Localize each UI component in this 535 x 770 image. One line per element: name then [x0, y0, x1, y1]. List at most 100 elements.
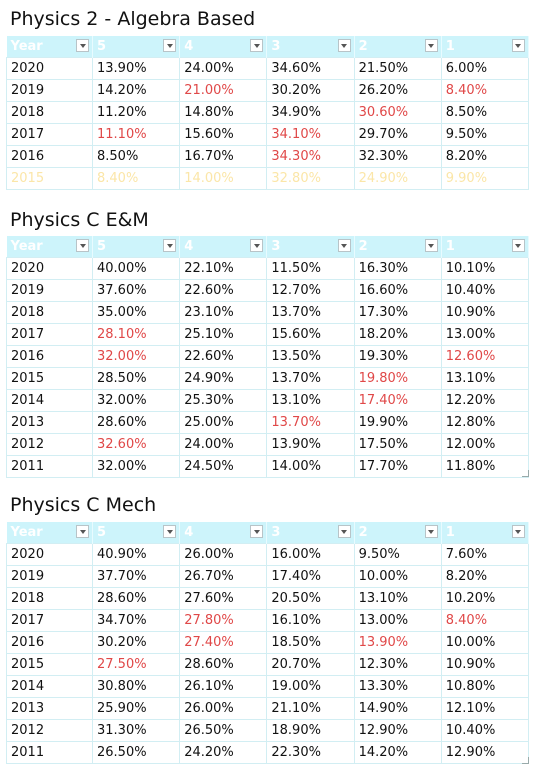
percent-cell[interactable]: 24.90% [179, 367, 268, 390]
percent-cell[interactable]: 21.50% [353, 57, 442, 80]
percent-cell[interactable]: 24.00% [179, 433, 268, 456]
percent-cell[interactable]: 29.70% [353, 123, 442, 146]
chevron-down-icon[interactable] [337, 239, 351, 252]
percent-cell[interactable]: 16.10% [266, 609, 355, 632]
resize-grip-icon[interactable] [522, 757, 529, 764]
percent-cell[interactable]: 27.50% [91, 653, 181, 676]
percent-cell[interactable]: 12.60% [440, 345, 529, 368]
percent-cell[interactable]: 17.30% [353, 301, 442, 324]
percent-cell[interactable]: 8.40% [440, 79, 529, 102]
percent-cell[interactable]: 14.00% [179, 167, 268, 190]
year-cell[interactable]: 2015 [6, 367, 93, 390]
percent-cell[interactable]: 10.10% [440, 257, 529, 280]
percent-cell[interactable]: 12.20% [440, 389, 529, 412]
percent-cell[interactable]: 13.90% [91, 57, 181, 80]
percent-cell[interactable]: 37.70% [91, 565, 181, 588]
percent-cell[interactable]: 26.70% [179, 565, 268, 588]
percent-cell[interactable]: 30.20% [266, 79, 355, 102]
chevron-down-icon[interactable] [337, 525, 351, 538]
percent-cell[interactable]: 12.30% [353, 653, 442, 676]
percent-cell[interactable]: 28.10% [91, 323, 181, 346]
percent-cell[interactable]: 21.00% [179, 79, 268, 102]
percent-cell[interactable]: 17.40% [353, 389, 442, 412]
chevron-down-icon[interactable] [76, 239, 89, 252]
year-cell[interactable]: 2014 [6, 675, 93, 698]
percent-cell[interactable]: 10.20% [440, 587, 529, 610]
percent-cell[interactable]: 32.00% [91, 345, 181, 368]
percent-cell[interactable]: 30.20% [91, 631, 181, 654]
percent-cell[interactable]: 13.70% [266, 411, 355, 434]
chevron-down-icon[interactable] [250, 525, 264, 538]
year-cell[interactable]: 2017 [6, 123, 93, 146]
percent-cell[interactable]: 28.60% [91, 587, 181, 610]
percent-cell[interactable]: 16.00% [266, 543, 355, 566]
percent-cell[interactable]: 19.30% [353, 345, 442, 368]
percent-cell[interactable]: 13.10% [266, 389, 355, 412]
percent-cell[interactable]: 22.10% [179, 257, 268, 280]
year-cell[interactable]: 2016 [6, 345, 93, 368]
percent-cell[interactable]: 26.00% [179, 697, 268, 720]
percent-cell[interactable]: 15.60% [179, 123, 268, 146]
percent-cell[interactable]: 15.60% [266, 323, 355, 346]
percent-cell[interactable]: 24.20% [179, 741, 268, 764]
percent-cell[interactable]: 10.90% [440, 301, 529, 324]
percent-cell[interactable]: 28.60% [179, 653, 268, 676]
percent-cell[interactable]: 16.60% [353, 279, 442, 302]
chevron-down-icon[interactable] [424, 525, 438, 538]
percent-cell[interactable]: 14.20% [353, 741, 442, 764]
percent-cell[interactable]: 9.50% [353, 543, 442, 566]
percent-cell[interactable]: 23.10% [179, 301, 268, 324]
percent-cell[interactable]: 11.20% [91, 101, 181, 124]
year-cell[interactable]: 2013 [6, 411, 93, 434]
percent-cell[interactable]: 27.40% [179, 631, 268, 654]
percent-cell[interactable]: 10.40% [440, 279, 529, 302]
percent-cell[interactable]: 11.80% [440, 455, 529, 478]
percent-cell[interactable]: 17.70% [353, 455, 442, 478]
percent-cell[interactable]: 32.60% [91, 433, 181, 456]
percent-cell[interactable]: 25.10% [179, 323, 268, 346]
percent-cell[interactable]: 18.50% [266, 631, 355, 654]
percent-cell[interactable]: 12.70% [266, 279, 355, 302]
percent-cell[interactable]: 14.20% [91, 79, 181, 102]
percent-cell[interactable]: 18.90% [266, 719, 355, 742]
percent-cell[interactable]: 34.70% [91, 609, 181, 632]
chevron-down-icon[interactable] [511, 239, 525, 252]
percent-cell[interactable]: 24.90% [353, 167, 442, 190]
chevron-down-icon[interactable] [163, 239, 177, 252]
year-cell[interactable]: 2020 [6, 543, 93, 566]
year-cell[interactable]: 2014 [6, 389, 93, 412]
percent-cell[interactable]: 32.00% [91, 389, 181, 412]
year-cell[interactable]: 2013 [6, 697, 93, 720]
percent-cell[interactable]: 22.60% [179, 279, 268, 302]
year-cell[interactable]: 2020 [6, 57, 93, 80]
chevron-down-icon[interactable] [163, 39, 177, 52]
year-cell[interactable]: 2018 [6, 101, 93, 124]
percent-cell[interactable]: 40.00% [91, 257, 181, 280]
percent-cell[interactable]: 26.10% [179, 675, 268, 698]
percent-cell[interactable]: 10.00% [353, 565, 442, 588]
percent-cell[interactable]: 13.90% [266, 433, 355, 456]
percent-cell[interactable]: 8.50% [440, 101, 529, 124]
chevron-down-icon[interactable] [511, 525, 525, 538]
percent-cell[interactable]: 8.40% [91, 167, 181, 190]
year-cell[interactable]: 2018 [6, 587, 93, 610]
percent-cell[interactable]: 12.80% [440, 411, 529, 434]
percent-cell[interactable]: 10.00% [440, 631, 529, 654]
percent-cell[interactable]: 8.20% [440, 565, 529, 588]
year-cell[interactable]: 2012 [6, 433, 93, 456]
year-cell[interactable]: 2015 [6, 167, 93, 190]
percent-cell[interactable]: 24.50% [179, 455, 268, 478]
percent-cell[interactable]: 18.20% [353, 323, 442, 346]
percent-cell[interactable]: 12.90% [440, 741, 529, 764]
percent-cell[interactable]: 12.10% [440, 697, 529, 720]
percent-cell[interactable]: 8.40% [440, 609, 529, 632]
percent-cell[interactable]: 14.90% [353, 697, 442, 720]
chevron-down-icon[interactable] [250, 39, 264, 52]
percent-cell[interactable]: 34.60% [266, 57, 355, 80]
year-cell[interactable]: 2016 [6, 631, 93, 654]
percent-cell[interactable]: 37.60% [91, 279, 181, 302]
percent-cell[interactable]: 32.80% [266, 167, 355, 190]
resize-grip-icon[interactable] [522, 470, 529, 477]
percent-cell[interactable]: 19.90% [353, 411, 442, 434]
percent-cell[interactable]: 17.40% [266, 565, 355, 588]
